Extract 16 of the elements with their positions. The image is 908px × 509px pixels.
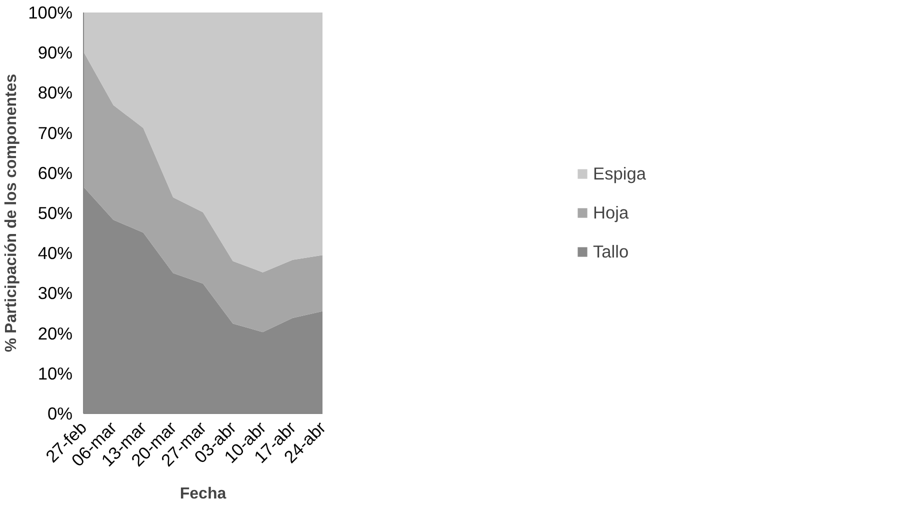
- y-axis-title: % Participación de los componentes: [3, 74, 20, 352]
- legend-label: Tallo: [593, 241, 629, 262]
- y-tick-label: 0%: [47, 404, 72, 424]
- y-tick-label: 90%: [38, 42, 73, 63]
- legend-label: Hoja: [593, 202, 629, 223]
- y-tick-label: 30%: [38, 283, 73, 304]
- y-tick-label: 100%: [28, 2, 73, 22]
- y-tick-label: 50%: [38, 203, 73, 223]
- y-tick-label: 10%: [38, 363, 73, 384]
- y-tick-label: 60%: [38, 162, 73, 183]
- y-tick-label: 80%: [38, 82, 73, 103]
- y-tick-label: 20%: [38, 323, 73, 344]
- y-tick-label: 70%: [38, 122, 73, 143]
- y-tick-label: 40%: [38, 243, 73, 264]
- legend-label: Espiga: [593, 163, 646, 184]
- x-axis-title: Fecha: [180, 485, 226, 502]
